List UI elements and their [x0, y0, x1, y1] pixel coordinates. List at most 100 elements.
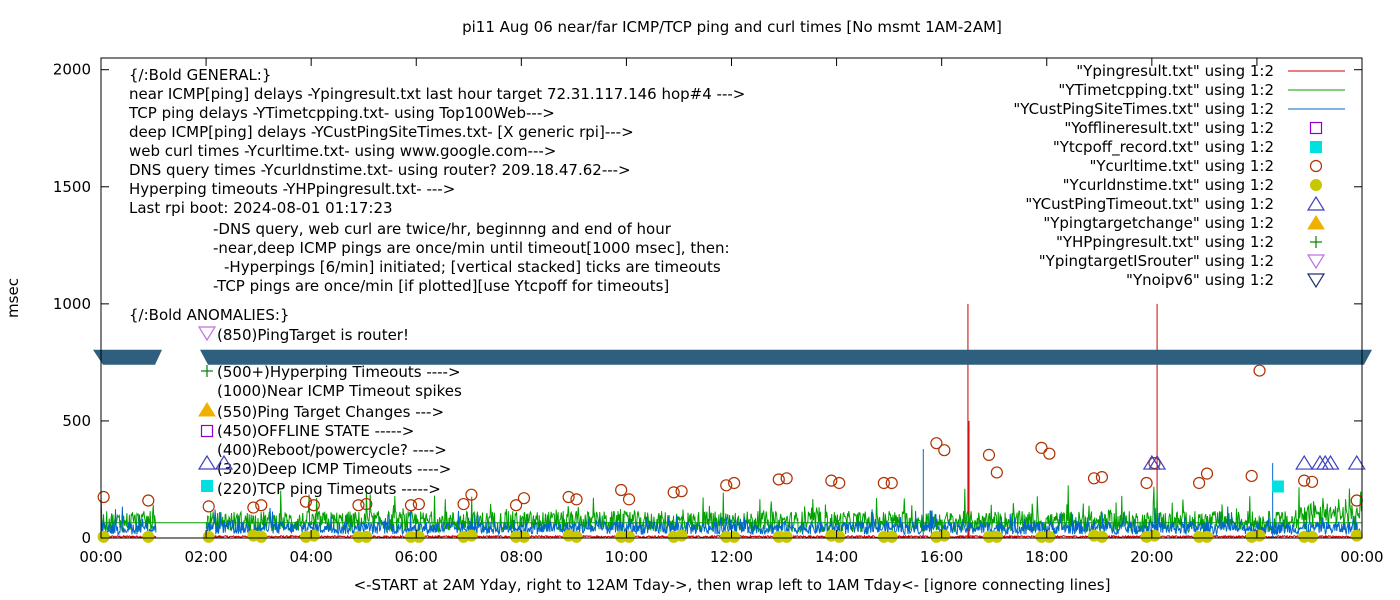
legend-label: "YCustPingTimeout.txt" using 1:2 [1025, 195, 1274, 213]
chart-title: pi11 Aug 06 near/far ICMP/TCP ping and c… [462, 18, 1002, 36]
data-point [570, 493, 583, 506]
data-point [1148, 529, 1161, 542]
annotation-line: -Hyperpings [6/min] initiated; [vertical… [224, 258, 721, 276]
data-point [728, 476, 741, 490]
data-point [465, 529, 478, 542]
annotation-line: (400)Reboot/powercycle? ----> [217, 441, 447, 459]
data-point [307, 499, 320, 512]
annotation-line: (320)Deep ICMP Timeouts ----> [217, 460, 451, 478]
data-point [982, 448, 996, 461]
annotation-line: {/:Bold ANOMALIES:} [129, 306, 289, 324]
data-point [1245, 469, 1258, 483]
legend-swatch [1309, 159, 1323, 173]
annotation-line: Last rpi boot: 2024-08-01 01:17:23 [129, 199, 393, 217]
data-point [1298, 474, 1311, 487]
legend-swatch [1307, 215, 1325, 230]
data-point [780, 472, 793, 485]
data-point [885, 476, 898, 490]
legend-swatch [1310, 141, 1322, 153]
legend-label: "Ynoipv6" using 1:2 [1126, 271, 1274, 289]
y-tick-label: 500 [62, 412, 91, 430]
legend-label: "YHPpingresult.txt" using 1:2 [1056, 233, 1274, 251]
data-point [1253, 364, 1266, 377]
data-point [938, 529, 951, 542]
x-tick-label: 14:00 [815, 548, 858, 566]
data-point [412, 497, 425, 511]
data-point [247, 501, 260, 514]
data-point [1043, 447, 1056, 460]
data-point [299, 495, 313, 508]
annotation-line: {/:Bold GENERAL:} [129, 66, 271, 84]
annotation-line: (220)TCP ping Timeouts -----> [217, 480, 441, 498]
data-point [404, 499, 418, 512]
annotation-line: (450)OFFLINE STATE -----> [217, 422, 414, 440]
legend-label: "Ypingresult.txt" using 1:2 [1076, 62, 1274, 80]
data-point [833, 530, 846, 543]
annotation-marker [198, 402, 216, 417]
y-tick-label: 1000 [53, 295, 91, 313]
data-point [938, 444, 951, 457]
x-axis-label: <-START at 2AM Yday, right to 12AM Tday-… [354, 576, 1111, 594]
data-point [1035, 441, 1048, 454]
data-point [667, 486, 680, 499]
annotation-line: (1000)Near ICMP Timeout spikes [217, 382, 462, 400]
x-tick-label: 08:00 [500, 548, 543, 566]
data-point [307, 529, 320, 542]
x-tick-label: 00:00 [79, 548, 122, 566]
annotation-marker [197, 326, 217, 342]
annotation-marker [200, 424, 214, 438]
series-line [100, 506, 1362, 537]
data-point [1095, 530, 1108, 543]
annotation-line: (550)Ping Target Changes ---> [217, 403, 444, 421]
data-point [1316, 454, 1335, 470]
data-point [255, 499, 268, 512]
legend-label: "YTimetcpping.txt" using 1:2 [1058, 81, 1274, 99]
data-point [1140, 476, 1153, 490]
data-point [360, 497, 373, 511]
data-point [352, 499, 365, 512]
data-point [1295, 454, 1314, 470]
data-point [1271, 480, 1284, 493]
legend-label: "Ycurltime.txt" using 1:2 [1089, 157, 1274, 175]
data-point [825, 474, 838, 487]
y-tick-label: 0 [81, 529, 91, 547]
data-point [1347, 454, 1366, 470]
x-tick-label: 16:00 [920, 548, 963, 566]
x-tick-label: 22:00 [1235, 548, 1278, 566]
annotation-marker [201, 480, 213, 492]
data-point [615, 483, 628, 497]
annotation-marker [214, 454, 234, 470]
legend-swatch [1306, 254, 1326, 270]
data-point [623, 530, 636, 543]
data-point [1043, 530, 1056, 543]
annotation-line: -DNS query, web curl are twice/hr, begin… [213, 220, 672, 238]
data-point [877, 476, 890, 490]
data-point [675, 529, 688, 542]
data-point [1201, 530, 1214, 543]
legend-label: "Ypingtargetchange" using 1:2 [1043, 214, 1274, 232]
data-point [728, 530, 741, 543]
data-point [202, 500, 215, 513]
legend-swatch [1310, 236, 1322, 248]
data-point [1305, 475, 1319, 488]
annotation-line: Hyperping timeouts -YHPpingresult.txt- -… [129, 180, 455, 198]
data-point [517, 492, 531, 505]
data-point [990, 530, 1003, 543]
legend-label: "Ytcpoff_record.txt" using 1:2 [1053, 138, 1274, 157]
data-point [1321, 454, 1340, 470]
data-point [1095, 471, 1109, 484]
annotation-line: web curl times -Ycurltime.txt- using www… [129, 142, 556, 160]
axis-break-band [93, 349, 1372, 365]
data-point [97, 530, 110, 543]
data-point [457, 497, 470, 511]
break-band-left [93, 349, 162, 365]
data-point [360, 530, 373, 543]
annotation-marker [197, 454, 217, 470]
data-point [1306, 530, 1319, 543]
x-tick-label: 10:00 [605, 548, 648, 566]
annotation-line: DNS query times -Ycurldnstime.txt- using… [129, 161, 631, 179]
legend-label: "YpingtargetISrouter" using 1:2 [1039, 252, 1274, 270]
x-tick-label: 04:00 [290, 548, 333, 566]
data-point [930, 437, 943, 450]
